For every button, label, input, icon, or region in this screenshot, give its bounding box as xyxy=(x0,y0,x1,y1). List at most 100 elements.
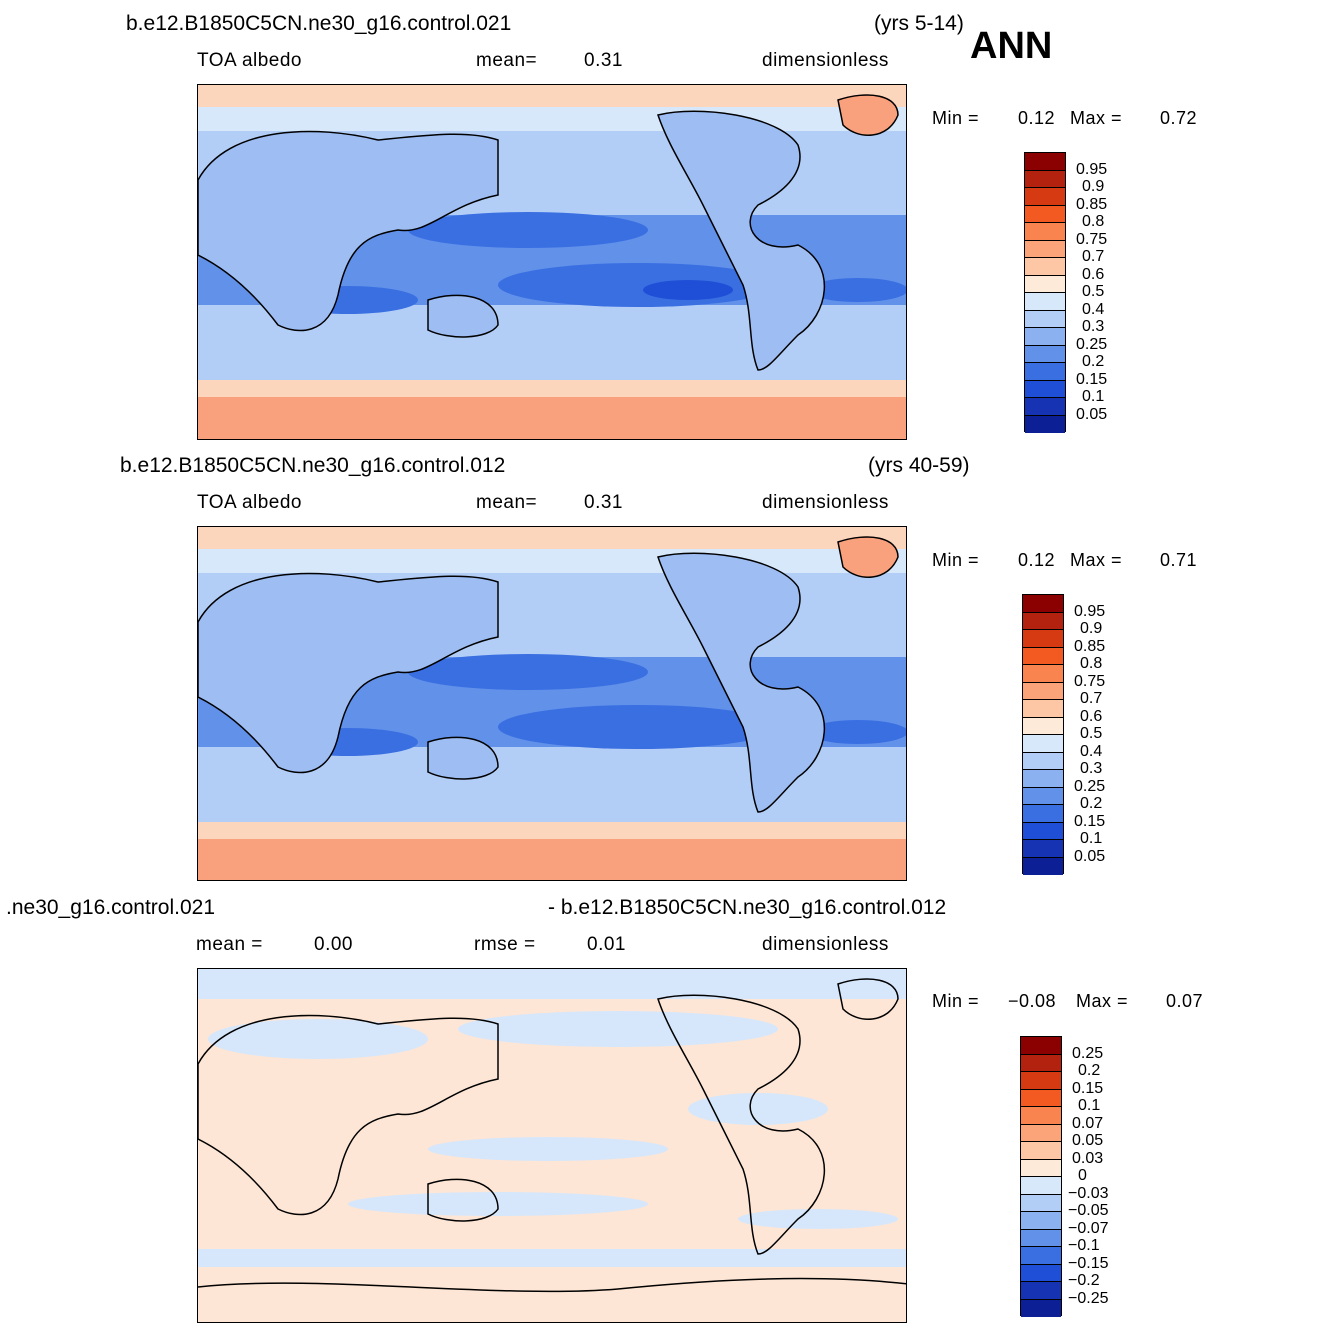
panel2-case-name: b.e12.B1850C5CN.ne30_g16.control.012 xyxy=(120,454,506,477)
panel2-max-value: 0.71 xyxy=(1160,550,1198,570)
colorbar-swatch xyxy=(1023,822,1063,840)
colorbar-tick-label: 0.07 xyxy=(1072,1114,1104,1132)
colorbar-swatch xyxy=(1023,665,1063,683)
colorbar-tick-label: 0.95 xyxy=(1074,602,1106,620)
colorbar-swatch xyxy=(1023,735,1063,753)
panel3-case-right: - b.e12.B1850C5CN.ne30_g16.control.012 xyxy=(548,896,947,919)
colorbar-swatch xyxy=(1021,1282,1061,1300)
colorbar-tick-label: 0.4 xyxy=(1080,742,1103,760)
southern-ocean-negative xyxy=(198,1249,906,1267)
colorbar-tick-label: 0.2 xyxy=(1078,1062,1101,1079)
antarctica-coastline xyxy=(198,1277,906,1293)
panel1-map xyxy=(197,84,907,440)
greenland-coastline xyxy=(837,978,899,1020)
colorbar-swatch xyxy=(1025,415,1065,433)
panel1-map-graphic xyxy=(198,85,906,439)
antarctica xyxy=(198,397,906,439)
colorbar-swatch xyxy=(1021,1142,1061,1160)
colorbar-swatch xyxy=(1023,787,1063,805)
colorbar-swatch xyxy=(1023,682,1063,700)
colorbar-swatch xyxy=(1021,1124,1061,1142)
colorbar-swatch xyxy=(1023,700,1063,718)
southern-ocean-band xyxy=(198,782,906,822)
panel2-map-graphic xyxy=(198,527,906,880)
panel2-min-value: 0.12 xyxy=(1018,550,1056,570)
north-cloud-band xyxy=(198,107,906,131)
colorbar-tick-label: −0.05 xyxy=(1068,1202,1109,1219)
pacific-minimum xyxy=(643,280,733,300)
colorbar-swatch xyxy=(1025,293,1065,311)
colorbar-tick-label: 0.85 xyxy=(1074,637,1106,655)
australia-land xyxy=(427,294,499,338)
colorbar-tick-label: −0.2 xyxy=(1068,1272,1100,1289)
colorbar-tick-label: 0.75 xyxy=(1076,230,1108,248)
panel1-mean-label: mean= xyxy=(476,50,538,71)
colorbar-swatch xyxy=(1023,805,1063,823)
panel3-units: dimensionless xyxy=(762,934,889,955)
atlantic-low xyxy=(808,278,906,302)
colorbar-tick-label: 0.1 xyxy=(1078,1097,1101,1114)
colorbar-tick-label: 0.75 xyxy=(1074,672,1106,690)
colorbar-tick-label: 0.7 xyxy=(1082,248,1105,265)
colorbar-tick-label: −0.07 xyxy=(1068,1219,1109,1237)
colorbar-swatch xyxy=(1021,1299,1061,1317)
southern-ocean-band xyxy=(198,340,906,380)
eurasia-negative xyxy=(208,1019,428,1059)
colorbar-tick-label: 0.4 xyxy=(1082,300,1105,318)
colorbar-swatch xyxy=(1025,258,1065,276)
panel2-years: (yrs 40-59) xyxy=(868,454,970,477)
colorbar-swatch xyxy=(1025,205,1065,223)
eurasia-africa-coastline xyxy=(198,1014,499,1216)
colorbar-tick-label: 0.3 xyxy=(1082,318,1105,335)
colorbar-tick-label: 0.2 xyxy=(1082,353,1105,370)
panel3-mean-label: mean = xyxy=(196,934,263,955)
colorbar-tick-label: 0.25 xyxy=(1072,1044,1104,1062)
colorbar-swatch xyxy=(1023,595,1063,613)
north-pacific-low xyxy=(408,654,648,690)
colorbar-swatch xyxy=(1025,188,1065,206)
colorbar-tick-label: 0.1 xyxy=(1082,388,1105,405)
north-cloud-band xyxy=(198,549,906,573)
colorbar-swatch xyxy=(1021,1264,1061,1282)
colorbar-tick-label: 0.5 xyxy=(1080,725,1103,742)
panel1-min-value: 0.12 xyxy=(1018,108,1056,128)
colorbar-tick-label: 0.5 xyxy=(1082,283,1105,300)
colorbar-tick-label: 0.3 xyxy=(1080,760,1103,777)
eurasia-africa-land xyxy=(198,130,499,332)
panel3-rmse-value: 0.01 xyxy=(587,934,626,955)
colorbar-tick-label: 0 xyxy=(1078,1167,1087,1184)
panel3-min-label: Min = xyxy=(932,991,980,1011)
panel2-map xyxy=(197,526,907,881)
colorbar-swatch xyxy=(1025,240,1065,258)
antarctic-edge xyxy=(198,380,906,400)
colorbar-swatch xyxy=(1023,857,1063,875)
panel3-colorbar xyxy=(1020,1036,1062,1317)
panel1-mean-value: 0.31 xyxy=(584,50,623,71)
colorbar-swatch xyxy=(1025,345,1065,363)
antarctic-edge xyxy=(198,822,906,842)
south-pacific-low xyxy=(498,705,778,749)
tropical-negative xyxy=(428,1137,668,1161)
colorbar-tick-label: 0.7 xyxy=(1080,690,1103,707)
colorbar-swatch xyxy=(1021,1054,1061,1072)
colorbar-tick-label: 0.9 xyxy=(1080,620,1103,637)
colorbar-swatch xyxy=(1021,1229,1061,1247)
colorbar-swatch xyxy=(1021,1247,1061,1265)
colorbar-swatch xyxy=(1023,717,1063,735)
greenland-land xyxy=(837,536,899,578)
south-atlantic-negative xyxy=(738,1209,898,1229)
colorbar-swatch xyxy=(1025,310,1065,328)
north-pacific-negative xyxy=(458,1011,778,1047)
panel1-variable: TOA albedo xyxy=(197,50,303,71)
colorbar-swatch xyxy=(1023,752,1063,770)
panel3-map-graphic xyxy=(198,969,906,1322)
australia-coastline xyxy=(427,1178,499,1222)
panel1-max-label: Max = xyxy=(1070,108,1123,128)
colorbar-tick-label: 0.9 xyxy=(1082,178,1105,195)
colorbar-tick-label: −0.03 xyxy=(1068,1184,1109,1202)
colorbar-tick-label: −0.15 xyxy=(1068,1254,1109,1272)
colorbar-swatch xyxy=(1023,630,1063,648)
eurasia-africa-land xyxy=(198,572,499,774)
colorbar-tick-label: 0.95 xyxy=(1076,160,1108,178)
colorbar-swatch xyxy=(1023,840,1063,858)
